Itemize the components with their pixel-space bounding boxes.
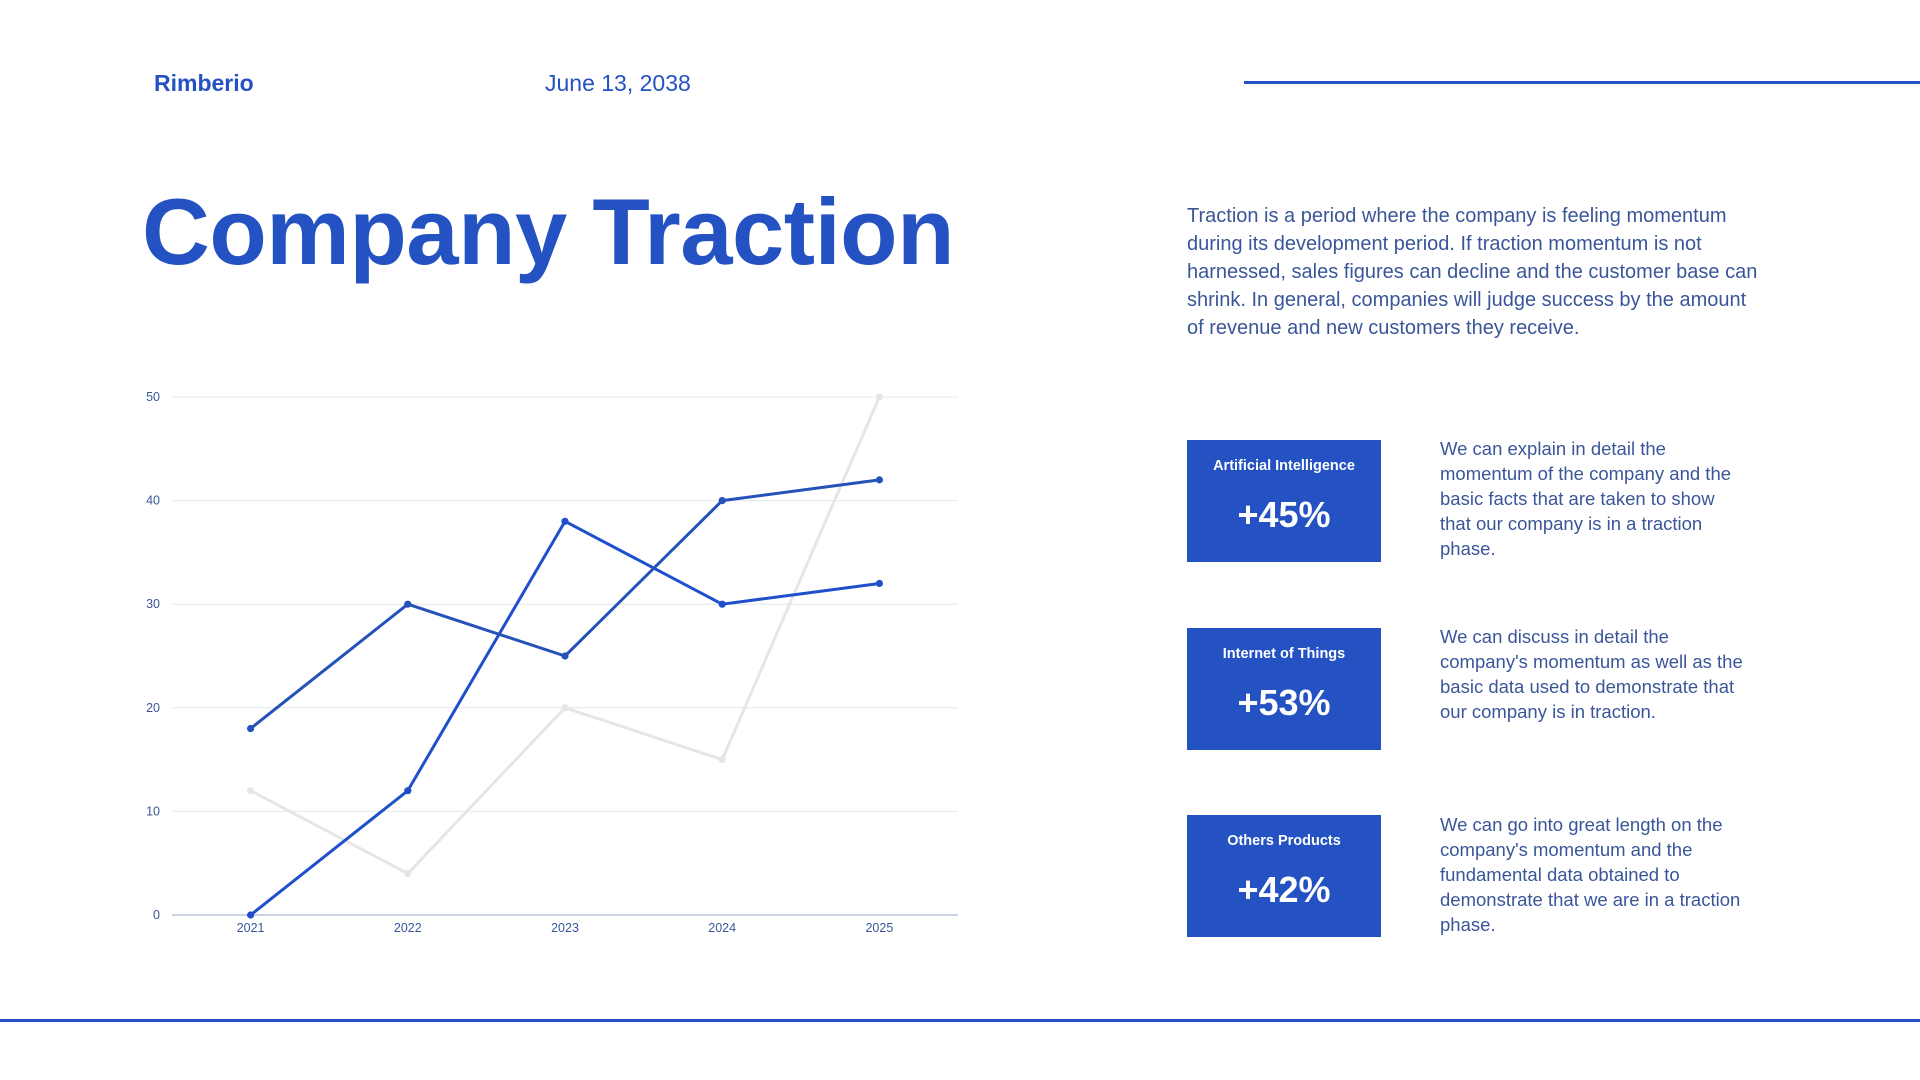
y-tick-label: 50 (146, 390, 160, 404)
card-label: Others Products (1227, 833, 1341, 849)
data-point (404, 600, 412, 608)
card-value: +42% (1237, 869, 1331, 910)
card-value: +45% (1237, 494, 1331, 535)
data-point (875, 579, 884, 588)
card-artificial-intelligence: Artificial Intelligence +45% (1187, 440, 1381, 562)
x-tick-label: 2024 (708, 921, 736, 935)
data-point (561, 652, 569, 660)
traction-line-chart: 0 10 20 30 40 50 2021 2022 2023 2024 2025 (146, 390, 958, 935)
data-point (247, 724, 255, 733)
card-description: We can explain in detail the momentum of… (1440, 438, 1732, 559)
header-divider (1244, 81, 1920, 84)
card-value: +53% (1237, 682, 1331, 723)
data-point (247, 787, 255, 795)
y-tick-label: 30 (146, 597, 160, 611)
data-point (718, 756, 726, 764)
data-point (875, 393, 884, 401)
y-tick-label: 20 (146, 701, 160, 715)
data-point (561, 517, 569, 525)
y-tick-label: 40 (146, 494, 160, 508)
card-description: We can go into great length on the compa… (1440, 814, 1741, 935)
chart-axes: 0 10 20 30 40 50 2021 2022 2023 2024 2025 (146, 390, 893, 935)
card-internet-of-things: Internet of Things +53% (1187, 628, 1381, 750)
card-others-products: Others Products +42% (1187, 815, 1381, 937)
y-tick-label: 10 (146, 804, 160, 818)
data-point (875, 476, 884, 484)
x-tick-label: 2022 (394, 921, 422, 935)
card-label: Artificial Intelligence (1213, 458, 1355, 474)
data-point (404, 869, 412, 878)
card-description: We can discuss in detail the company's m… (1440, 626, 1743, 722)
intro-paragraph: Traction is a period where the company i… (1187, 205, 1758, 339)
x-tick-label: 2025 (865, 921, 893, 935)
chart-series (247, 393, 884, 919)
y-tick-label: 0 (153, 908, 160, 922)
page-title: Company Traction (142, 179, 955, 284)
series-line (249, 395, 881, 876)
data-point (718, 497, 726, 505)
data-point (718, 600, 726, 608)
data-point (561, 704, 569, 712)
data-point (247, 911, 255, 919)
x-tick-label: 2023 (551, 921, 579, 935)
card-label: Internet of Things (1222, 646, 1346, 662)
header-date: June 13, 2038 (545, 70, 691, 96)
x-tick-label: 2021 (237, 921, 265, 935)
series-line (249, 519, 881, 917)
footer-divider (0, 1019, 1920, 1022)
data-point (404, 787, 412, 795)
brand-name: Rimberio (154, 70, 254, 96)
